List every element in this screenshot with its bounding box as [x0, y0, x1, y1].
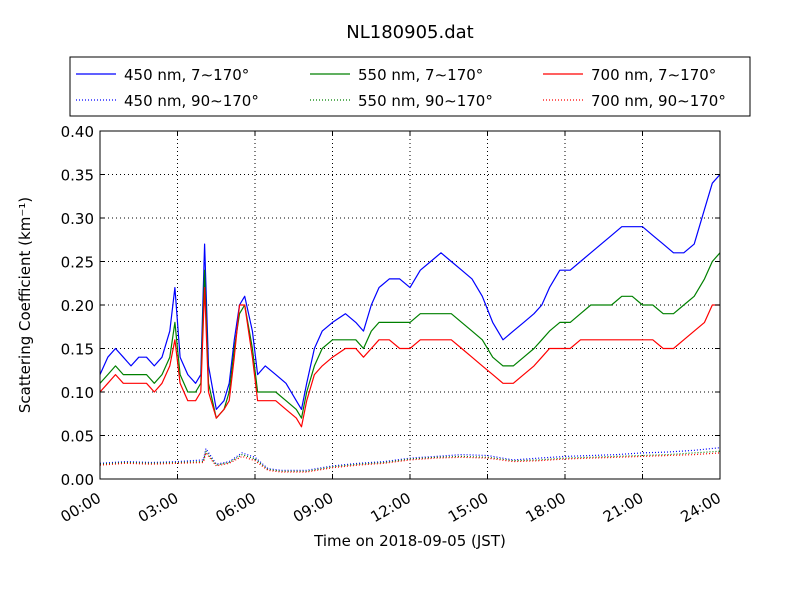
- x-tick-label: 15:00: [445, 489, 491, 526]
- legend-label: 700 nm, 90∼170°: [591, 92, 726, 110]
- x-tick-label: 18:00: [523, 489, 569, 526]
- grid-lines: [100, 131, 720, 479]
- series-line: [99, 174, 721, 410]
- y-tick-label: 0.20: [61, 297, 94, 315]
- y-axis: 0.00 0.05 0.10 0.15 0.20 0.25 0.30 0.35 0.40: [61, 123, 720, 489]
- y-tick-label: 0.25: [61, 254, 94, 272]
- y-tick-label: 0.35: [61, 167, 94, 185]
- y-tick-label: 0.05: [61, 428, 94, 446]
- series-line: [99, 450, 721, 472]
- series-line: [99, 287, 720, 428]
- series-layer: [99, 174, 721, 473]
- x-tick-label: 06:00: [213, 489, 259, 526]
- x-tick-label: 00:00: [58, 489, 104, 526]
- legend-label: 550 nm, 90∼170°: [358, 92, 493, 110]
- y-tick-label: 0.30: [61, 210, 94, 228]
- x-axis-label: Time on 2018-09-05 (JST): [313, 532, 506, 550]
- legend-label: 450 nm, 90∼170°: [124, 92, 259, 110]
- x-tick-label: 09:00: [290, 489, 336, 526]
- x-tick-label: 24:00: [678, 489, 724, 526]
- y-tick-label: 0.10: [61, 384, 94, 402]
- x-tick-label: 03:00: [135, 489, 181, 526]
- legend-label: 450 nm, 7∼170°: [124, 66, 249, 84]
- y-tick-label: 0.40: [61, 123, 94, 141]
- series-line: [99, 252, 721, 419]
- legend-label: 550 nm, 7∼170°: [358, 66, 483, 84]
- legend-label: 700 nm, 7∼170°: [591, 66, 716, 84]
- legend-box: [69, 56, 751, 117]
- series-line: [99, 447, 721, 471]
- y-tick-label: 0.00: [61, 471, 94, 489]
- y-tick-label: 0.15: [61, 341, 94, 359]
- y-axis-label: Scattering Coefficient (km⁻¹): [16, 197, 34, 413]
- legend: 450 nm, 7∼170° 550 nm, 7∼170° 700 nm, 7∼17…: [69, 56, 751, 117]
- chart-title: NL180905.dat: [346, 22, 473, 43]
- x-tick-label: 21:00: [600, 489, 646, 526]
- x-tick-label: 12:00: [368, 489, 414, 526]
